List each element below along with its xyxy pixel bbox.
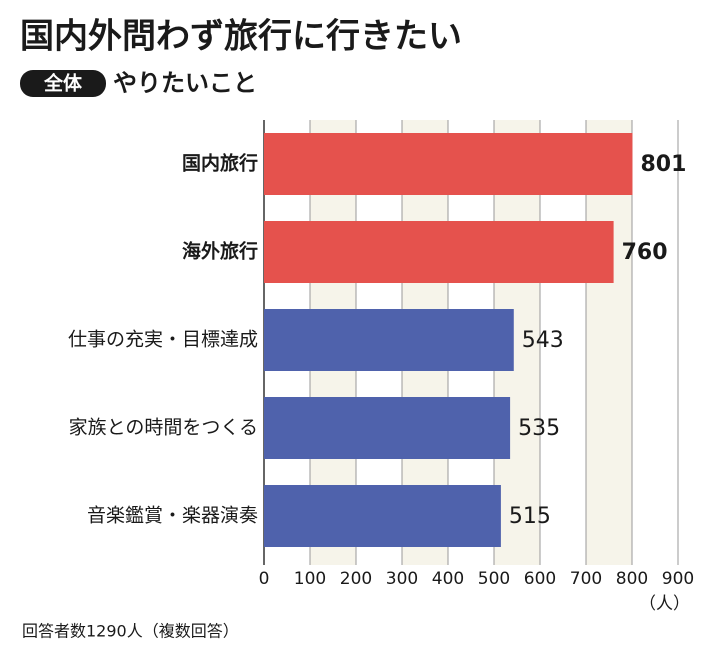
bar [264, 221, 614, 283]
bar [264, 397, 511, 459]
x-tick-label: 0 [259, 569, 270, 589]
badge: 全体 [43, 72, 83, 95]
x-tick-label: 200 [340, 569, 372, 589]
x-tick-label: 700 [570, 569, 602, 589]
bar [264, 133, 633, 195]
value-label: 760 [622, 240, 668, 265]
badge-bg [20, 70, 106, 97]
x-tick-label: 600 [524, 569, 556, 589]
bar [264, 485, 501, 547]
value-label: 535 [518, 416, 560, 441]
x-tick-label: 300 [386, 569, 418, 589]
value-label: 515 [509, 504, 551, 529]
x-tick-label: 500 [478, 569, 510, 589]
x-tick-label: 400 [432, 569, 464, 589]
value-label: 543 [522, 328, 564, 353]
chart-title: 国内外問わず旅行に行きたい [20, 17, 462, 57]
bar [264, 309, 514, 371]
value-label: 801 [640, 152, 686, 177]
x-tick-label: 900 [662, 569, 694, 589]
subtitle: やりたいこと [113, 69, 257, 97]
y-tick-label: 仕事の充実・目標達成 [68, 329, 258, 351]
note: 回答者数1290人（複数回答） [22, 622, 239, 641]
y-tick-label: 国内旅行 [182, 152, 258, 175]
x-tick-label: 100 [294, 569, 326, 589]
x-tick-label: 800 [616, 569, 648, 589]
y-tick-label: 家族との時間をつくる [69, 417, 258, 439]
x-axis-label: （人） [639, 594, 690, 614]
y-tick-label: 音楽鑑賞・楽器演奏 [87, 505, 258, 527]
y-tick-label: 海外旅行 [182, 240, 258, 263]
